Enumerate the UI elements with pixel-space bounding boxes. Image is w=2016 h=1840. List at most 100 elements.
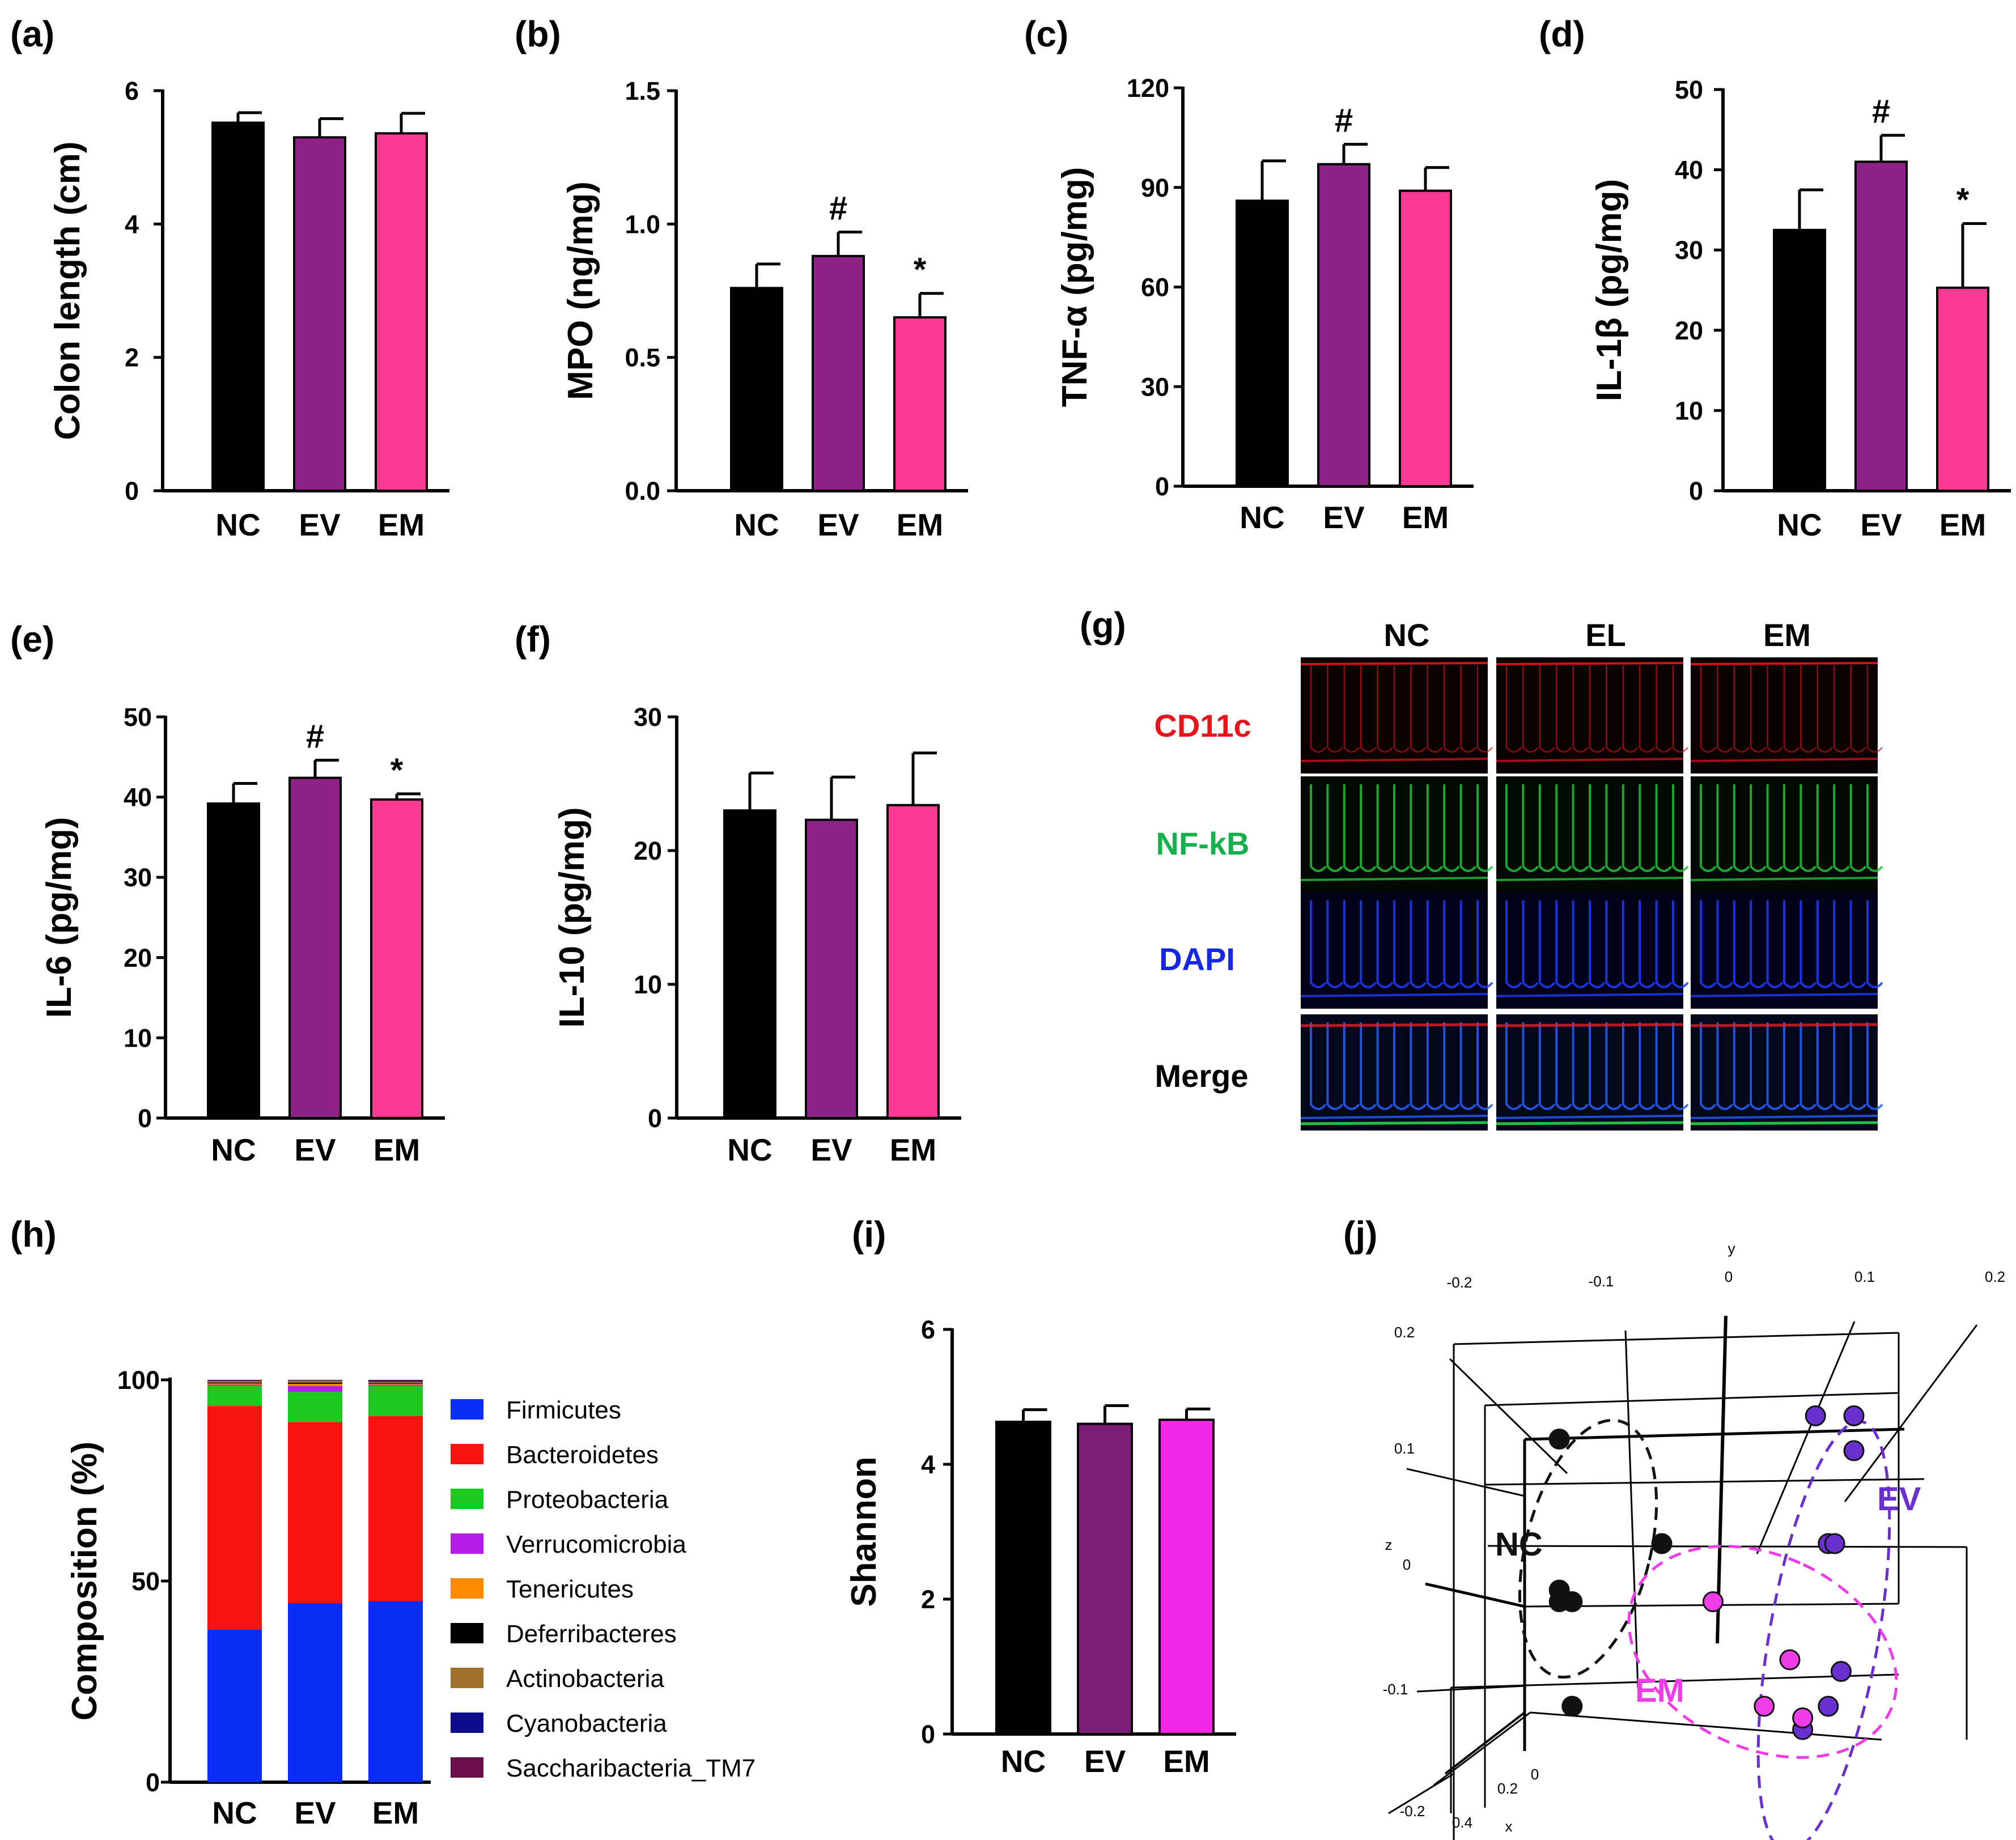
pcoa-group-label-nc: NC [1495,1526,1543,1563]
stack-segment-firmicutes [368,1601,423,1782]
ihc-crypt-line [1343,784,1360,872]
ihc-crypt-line [1783,665,1799,753]
y-axis-title: IL-6 (pg/mg) [40,817,79,1018]
pcoa-z-tick: 0.2 [1394,1324,1415,1341]
ihc-crypt-line [1572,1022,1589,1110]
bar-ev [805,818,858,1119]
legend-swatch-bacteroidetes [451,1444,483,1464]
legend-label: Proteobacteria [506,1486,669,1514]
ihc-crypt-line [1767,665,1783,753]
ihc-crypt-line [1639,784,1656,872]
ihc-crypt-line [1410,665,1427,753]
bar-nc [211,121,265,492]
ihc-tile-nfkb-el [1496,776,1689,893]
ihc-crypt-line [1326,784,1343,872]
pcoa-z-tick: 0 [1403,1556,1411,1573]
pcoa-axis-title-x: x [1505,1818,1513,1835]
pcoa-point-nc [1548,1429,1570,1450]
stack-segment-verrucomicrobia [207,1384,262,1386]
ihc-crypt-line [1716,784,1733,872]
pcoa-point-nc [1651,1533,1673,1554]
ihc-crypt-line [1572,900,1589,988]
pcoa-grid-line [1484,1392,1899,1406]
ihc-crypt-line [1783,784,1800,872]
ihc-tile-merge-em [1690,1014,1883,1131]
pcoa-x-tick: 0.4 [1452,1814,1472,1831]
ihc-crypt-line [1766,900,1784,988]
ihc-crypt-line [1866,1022,1883,1110]
y-axis-title: Colon length (cm) [48,142,87,440]
stack-segment-proteobacteria [288,1392,342,1422]
pcoa-z-tick: -0.1 [1383,1681,1408,1698]
pcoa-group-label-em: EM [1635,1672,1684,1709]
ihc-merge-green-edge [1496,1121,1684,1125]
y-tick-label: 40 [1675,156,1703,185]
ihc-merge-red-edge [1300,1023,1488,1027]
ihc-crypt-line [1816,784,1834,872]
ihc-cd11c-edge [1496,662,1684,665]
panel-label-a: (a) [10,14,54,54]
x-category-label: EV [817,507,859,542]
panel-label-g: (g) [1080,605,1126,645]
stack-segment-actinobacteria [207,1380,262,1383]
ihc-cd11c-edge [1300,662,1488,665]
pcoa-point-em [1792,1707,1814,1728]
ihc-crypt-line [1655,900,1673,988]
ihc-cd11c-edge [1690,662,1878,665]
pcoa-point-ev [1805,1405,1826,1426]
bar-ev [1317,163,1370,488]
ihc-crypt-line [1522,900,1539,988]
ihc-crypt-line [1555,665,1572,753]
pcoa-y-tick: -0.1 [1589,1273,1614,1290]
ihc-muscle-layer [1300,758,1488,762]
stack-segment-tenericutes [207,1383,262,1385]
ihc-crypt-line [1555,784,1572,872]
ihc-crypt-line [1622,784,1639,872]
significance-mark: # [306,718,324,755]
pcoa-grid-line [1487,1545,1967,1548]
pcoa-x-tick: -0.2 [1400,1803,1425,1820]
pcoa-grid-line [1449,1358,1568,1474]
bar-nc [730,287,783,492]
ihc-row-label-cd11c: CD11c [1154,708,1251,743]
ihc-crypt-line [1410,784,1427,872]
panel-g-immunofluorescence: (g) NC EL EM CD11c NF-kB DAPI Merge [1080,605,1883,1131]
y-tick-label: 6 [125,77,139,105]
legend-label: Actinobacteria [506,1665,664,1693]
y-axis-title: IL-1β (pg/mg) [1590,179,1629,402]
legend-swatch-actinobacteria [451,1668,483,1688]
bar-nc [1236,199,1289,487]
legend-swatch-tenericutes [451,1578,483,1599]
pcoa-grid-line [1433,1711,1531,1786]
legend-swatch-deferribacteres [451,1623,483,1643]
stack-segment-actinobacteria [368,1382,423,1383]
y-axis-title: MPO (ng/mg) [561,181,600,400]
stack-segment-bacteroidetes [368,1416,423,1601]
ihc-crypt-line [1460,665,1476,753]
y-tick-label: 6 [921,1315,935,1344]
stack-segment-tenericutes [288,1384,342,1386]
y-axis-title: IL-10 (pg/mg) [553,807,592,1027]
ihc-crypt-line [1360,784,1377,872]
ihc-crypt-line [1750,665,1767,753]
ihc-tile-merge-el [1496,1014,1689,1131]
ihc-crypt-line [1589,665,1605,753]
ihc-crypt-line [1572,665,1589,753]
x-category-label: EV [1323,500,1365,535]
stack-segment-cyanobacteria [368,1381,423,1382]
x-category-label: EM [372,1795,419,1830]
x-category-label: EV [294,1132,336,1167]
ihc-muscle-layer [1690,1115,1878,1119]
x-category-label: NC [211,1132,256,1167]
pcoa-z-tick: 0.1 [1394,1440,1415,1457]
ihc-crypt-line [1672,1022,1689,1110]
ihc-crypt-line [1393,784,1410,872]
x-category-label: EM [1163,1744,1210,1779]
ihc-crypt-line [1376,900,1394,988]
pcoa-point-nc [1561,1591,1583,1612]
y-tick-label: 10 [1675,396,1703,425]
y-tick-label: 0 [1689,477,1703,505]
ihc-crypt-line [1866,900,1883,988]
ihc-crypt-line [1360,1022,1377,1110]
pcoa-ellipse-em [1627,1545,1898,1759]
